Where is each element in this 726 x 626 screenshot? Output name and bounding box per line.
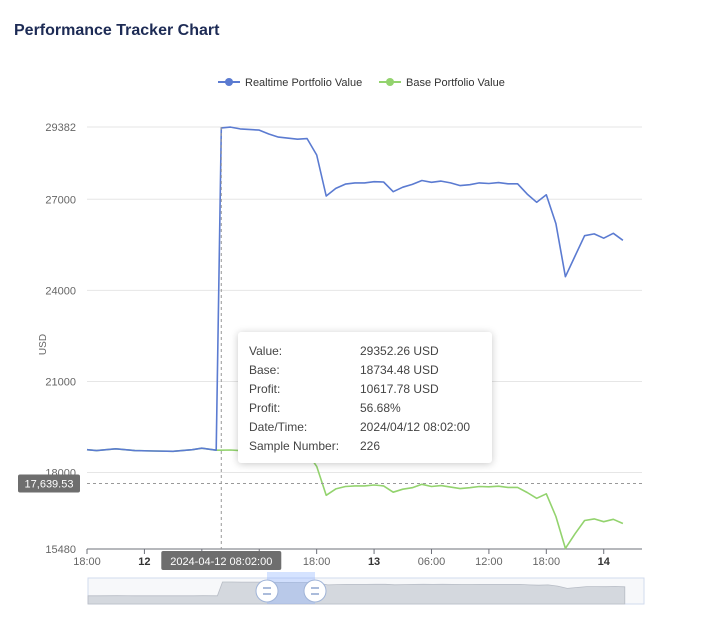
tooltip-row-datetime: Date/Time: 2024/04/12 08:02:00 [249,420,471,434]
x-tick-label: 12 [138,556,150,568]
chart-tooltip: Value: 29352.26 USD Base: 18734.48 USD Pro… [238,332,492,463]
crosshair-y-badge [18,474,80,493]
y-tick-label: 15480 [45,544,76,556]
y-tick-label: 27000 [45,194,76,206]
zoom-handle-right[interactable] [303,579,327,603]
series-line-realtime [86,126,624,453]
legend-label: Realtime Portfolio Value [245,77,362,89]
crosshair-y-label: 17,639.53 [25,478,74,490]
legend-label: Base Portfolio Value [406,77,505,89]
data-zoom-slider [87,572,645,605]
x-tick-label: 14 [598,556,611,568]
x-tick-label: 18:00 [303,556,331,568]
zoom-overview-area [87,581,626,605]
series-line-base [86,447,624,550]
crosshair-x-label: 2024-04-12 08:02:00 [170,556,272,568]
zoom-handle-left[interactable] [255,579,279,603]
x-axis: 18:001206:0012:0018:001306:0012:0018:001… [73,548,642,568]
y-tick-label: 21000 [45,376,76,388]
y-axis-label: USD [38,333,50,356]
crosshair-x-badge [161,551,282,570]
x-tick-label: 06:00 [418,556,446,568]
x-tick-label: 13 [368,556,380,568]
x-tick-label: 12:00 [475,556,503,568]
tooltip-row-base: Base: 18734.48 USD [249,363,439,377]
x-tick-label: 18:00 [73,556,101,568]
x-tick-label: 18:00 [533,556,561,568]
crosshair: 17,639.53 2024-04-12 08:02:00 [18,127,642,570]
tooltip-row-profit-percent: Profit: 56.68% [249,401,401,415]
tooltip-row-value: Value: 29352.26 USD [249,344,439,358]
y-tick-label: 24000 [45,285,76,297]
page-title: Performance Tracker Chart [14,22,220,39]
chart-series [86,126,624,550]
legend-marker [225,78,233,86]
legend-marker [386,78,394,86]
tooltip-row-sample-number: Sample Number: 226 [249,439,381,453]
zoom-window-top [267,572,315,578]
tooltip-row-profit: Profit: 10617.78 USD [249,382,439,396]
chart-legend: Realtime Portfolio Value Base Portfolio V… [218,77,505,89]
y-tick-label: 29382 [45,122,76,134]
